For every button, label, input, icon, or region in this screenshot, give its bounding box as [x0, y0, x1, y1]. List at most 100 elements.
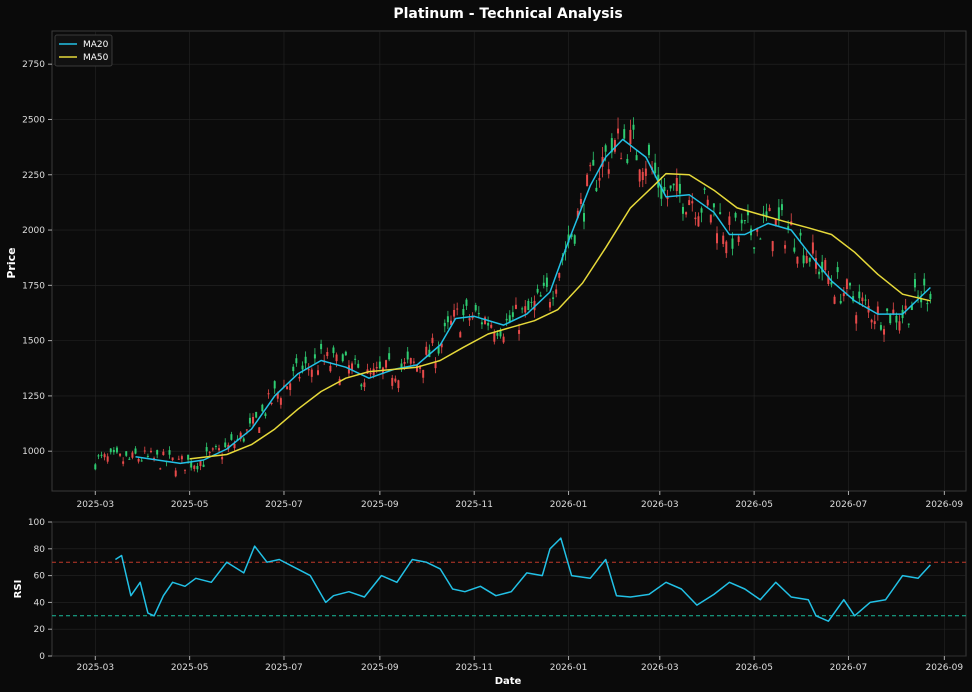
- candle-body: [180, 456, 183, 460]
- candle-body: [675, 178, 678, 192]
- candle-body: [474, 305, 477, 311]
- x-ticks: 2025-03 2025-03 2025-05 2025-05 2025-07 2025-…: [76, 491, 963, 673]
- candle-body: [607, 169, 610, 174]
- candle-body: [771, 241, 774, 252]
- candle-body: [468, 318, 471, 321]
- candle-body: [536, 288, 539, 293]
- candle-body: [641, 171, 644, 181]
- candle-body: [548, 302, 551, 308]
- rsi-x-tick-label: 2025-03: [76, 663, 114, 673]
- candle-body: [100, 454, 103, 456]
- candle-body: [499, 329, 502, 337]
- rsi-y-tick-label: 0: [39, 652, 45, 662]
- price-x-tick-label: 2025-09: [361, 500, 399, 510]
- legend-ma50-label: MA50: [83, 53, 109, 63]
- candle-body: [719, 212, 722, 215]
- candle-body: [613, 140, 616, 152]
- candle-body: [329, 365, 332, 372]
- candle-body: [728, 216, 731, 225]
- candle-body: [685, 212, 688, 215]
- candle-body: [406, 351, 409, 360]
- chart-title: Platinum - Technical Analysis: [393, 6, 622, 22]
- rsi-y-ticks: 0 20 40 60 80 100: [28, 518, 52, 662]
- candle-body: [610, 138, 613, 153]
- candle-body: [799, 232, 802, 236]
- candle-body: [635, 155, 638, 161]
- candle-body: [589, 165, 592, 167]
- candle-body: [184, 469, 187, 471]
- candle-body: [586, 174, 589, 187]
- candle-body: [264, 413, 267, 417]
- rsi-x-tick-label: 2026-07: [830, 663, 868, 673]
- candle-body: [592, 159, 595, 166]
- candle-body: [762, 213, 765, 216]
- candle-body: [440, 343, 443, 348]
- candle-body: [518, 330, 521, 334]
- candle-body: [465, 299, 468, 306]
- candle-body: [827, 275, 830, 285]
- rsi-x-tick-label: 2025-07: [265, 663, 303, 673]
- candle-body: [289, 383, 292, 391]
- price-x-tick-label: 2026-09: [926, 500, 964, 510]
- candle-body: [149, 450, 152, 453]
- candle-body: [456, 308, 459, 310]
- candle-body: [245, 429, 248, 431]
- candle-body: [425, 346, 428, 355]
- candle-body: [780, 204, 783, 211]
- candle-body: [759, 238, 762, 240]
- price-x-tick-label: 2026-01: [550, 500, 588, 510]
- candle-body: [716, 233, 719, 244]
- candle-body: [211, 448, 214, 450]
- rsi-y-axis-label: RSI: [13, 580, 24, 599]
- candle-body: [146, 455, 149, 457]
- candle-body: [335, 354, 338, 362]
- price-x-tick-label: 2026-07: [830, 500, 868, 510]
- candle-body: [391, 377, 394, 386]
- candle-body: [824, 260, 827, 271]
- candle-body: [143, 450, 146, 452]
- candle-body: [357, 363, 360, 368]
- candle-body: [552, 297, 555, 299]
- candle-body: [419, 366, 422, 369]
- candle-body: [855, 315, 858, 324]
- candle-body: [849, 283, 852, 286]
- candle-body: [681, 207, 684, 214]
- candle-body: [796, 256, 799, 264]
- candle-body: [273, 381, 276, 389]
- price-y-tick-label: 2250: [22, 171, 45, 181]
- rsi-levels: [52, 561, 966, 617]
- candle-body: [818, 271, 821, 275]
- candle-body: [493, 332, 496, 342]
- x-axis-label: Date: [495, 676, 522, 687]
- candle-body: [765, 211, 768, 218]
- candle-body: [119, 453, 122, 456]
- ma50-line: [189, 172, 931, 460]
- candle-body: [484, 317, 487, 325]
- candle-body: [363, 382, 366, 388]
- candle-body: [700, 208, 703, 213]
- rsi-y-tick-label: 60: [34, 572, 46, 582]
- candle-body: [453, 309, 456, 317]
- candle-body: [712, 203, 715, 208]
- candle-body: [295, 358, 298, 364]
- candle-body: [879, 325, 882, 330]
- candle-body: [508, 315, 511, 323]
- price-y-axis-label: Price: [5, 247, 18, 278]
- candle-body: [669, 185, 672, 189]
- candle-body: [109, 448, 112, 453]
- candle-body: [279, 398, 282, 405]
- candle-body: [802, 255, 805, 264]
- candle-body: [811, 242, 814, 254]
- candle-body: [573, 235, 576, 244]
- candle-body: [131, 452, 134, 458]
- candle-body: [784, 245, 787, 249]
- candle-body: [190, 462, 193, 468]
- candle-body: [208, 452, 211, 454]
- candle-body: [248, 417, 251, 424]
- candle-body: [270, 402, 273, 405]
- candle-body: [845, 279, 848, 290]
- candle-body: [422, 369, 425, 378]
- candle-body: [286, 386, 289, 390]
- rsi-y-tick-label: 20: [34, 625, 46, 635]
